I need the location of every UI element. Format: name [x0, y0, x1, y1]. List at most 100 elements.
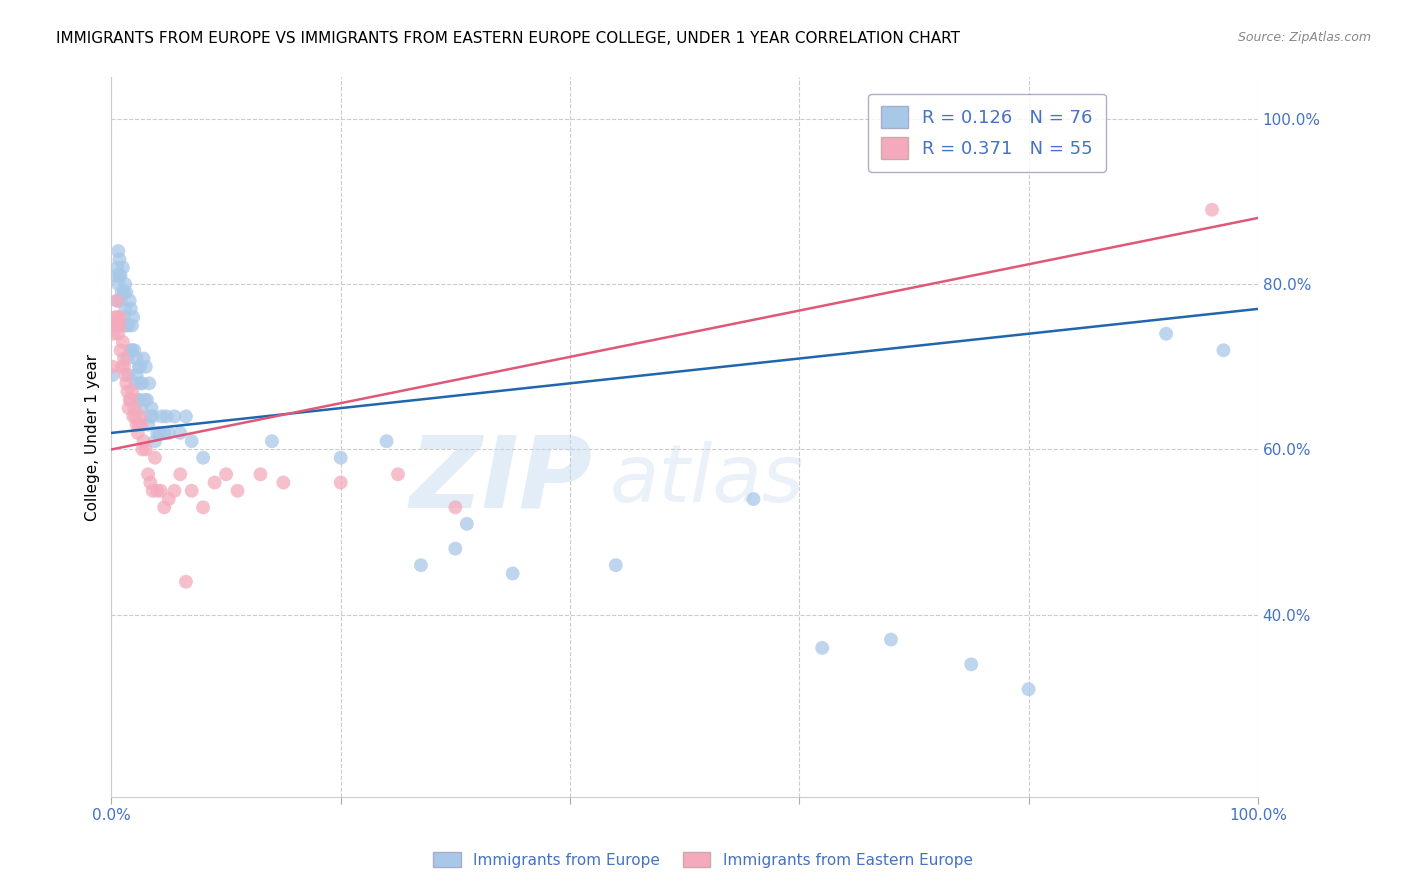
- Point: [108, 268, 131, 283]
- Point: [129, 417, 152, 432]
- Point: [125, 368, 148, 382]
- Point: [124, 376, 146, 391]
- Point: [105, 293, 128, 308]
- Point: [101, 359, 124, 374]
- Text: IMMIGRANTS FROM EUROPE VS IMMIGRANTS FROM EASTERN EUROPE COLLEGE, UNDER 1 YEAR C: IMMIGRANTS FROM EUROPE VS IMMIGRANTS FRO…: [56, 31, 960, 46]
- Point: [114, 368, 136, 382]
- Point: [169, 467, 191, 482]
- Point: [117, 384, 139, 399]
- Point: [114, 301, 136, 316]
- Point: [138, 376, 160, 391]
- Point: [1018, 682, 1040, 697]
- Point: [105, 293, 128, 308]
- Point: [111, 285, 134, 300]
- Point: [155, 409, 177, 424]
- Point: [135, 442, 157, 457]
- Point: [215, 467, 238, 482]
- Point: [124, 401, 146, 416]
- Point: [128, 392, 150, 407]
- Point: [107, 277, 129, 292]
- Point: [120, 343, 142, 358]
- Point: [105, 310, 128, 325]
- Legend: Immigrants from Europe, Immigrants from Eastern Europe: Immigrants from Europe, Immigrants from …: [427, 846, 979, 873]
- Point: [375, 434, 398, 449]
- Point: [112, 359, 135, 374]
- Point: [118, 293, 141, 308]
- Point: [329, 475, 352, 490]
- Point: [112, 285, 135, 300]
- Point: [108, 318, 131, 333]
- Point: [444, 500, 467, 515]
- Point: [960, 657, 983, 672]
- Point: [141, 401, 163, 416]
- Point: [260, 434, 283, 449]
- Point: [111, 334, 134, 349]
- Point: [122, 409, 145, 424]
- Text: Source: ZipAtlas.com: Source: ZipAtlas.com: [1237, 31, 1371, 45]
- Point: [128, 359, 150, 374]
- Point: [129, 409, 152, 424]
- Point: [249, 467, 271, 482]
- Point: [105, 268, 128, 283]
- Point: [273, 475, 295, 490]
- Point: [131, 442, 153, 457]
- Point: [742, 491, 765, 506]
- Point: [139, 475, 162, 490]
- Text: ZIP: ZIP: [411, 432, 593, 529]
- Point: [1212, 343, 1234, 358]
- Point: [115, 285, 138, 300]
- Point: [387, 467, 409, 482]
- Point: [107, 326, 129, 341]
- Point: [150, 409, 173, 424]
- Point: [129, 401, 152, 416]
- Point: [180, 434, 202, 449]
- Point: [105, 260, 128, 275]
- Point: [143, 434, 166, 449]
- Point: [110, 268, 132, 283]
- Point: [124, 409, 146, 424]
- Point: [169, 425, 191, 440]
- Point: [112, 351, 135, 366]
- Point: [174, 409, 197, 424]
- Point: [136, 417, 159, 432]
- Point: [605, 558, 627, 573]
- Point: [153, 425, 176, 440]
- Point: [117, 318, 139, 333]
- Point: [502, 566, 524, 581]
- Point: [128, 417, 150, 432]
- Point: [149, 483, 172, 498]
- Point: [121, 384, 143, 399]
- Point: [134, 392, 156, 407]
- Point: [456, 516, 478, 531]
- Point: [132, 434, 155, 449]
- Point: [110, 293, 132, 308]
- Point: [135, 359, 157, 374]
- Point: [811, 640, 834, 655]
- Point: [157, 425, 180, 440]
- Point: [122, 310, 145, 325]
- Point: [142, 409, 165, 424]
- Point: [121, 318, 143, 333]
- Point: [409, 558, 432, 573]
- Point: [163, 483, 186, 498]
- Point: [142, 483, 165, 498]
- Point: [204, 475, 226, 490]
- Point: [131, 376, 153, 391]
- Point: [146, 425, 169, 440]
- Point: [226, 483, 249, 498]
- Point: [136, 467, 159, 482]
- Point: [143, 450, 166, 465]
- Point: [114, 277, 136, 292]
- Point: [136, 392, 159, 407]
- Point: [127, 425, 149, 440]
- Point: [105, 318, 128, 333]
- Point: [111, 359, 134, 374]
- Point: [127, 392, 149, 407]
- Point: [118, 392, 141, 407]
- Point: [129, 376, 152, 391]
- Point: [117, 401, 139, 416]
- Point: [117, 368, 139, 382]
- Point: [117, 351, 139, 366]
- Point: [329, 450, 352, 465]
- Point: [111, 260, 134, 275]
